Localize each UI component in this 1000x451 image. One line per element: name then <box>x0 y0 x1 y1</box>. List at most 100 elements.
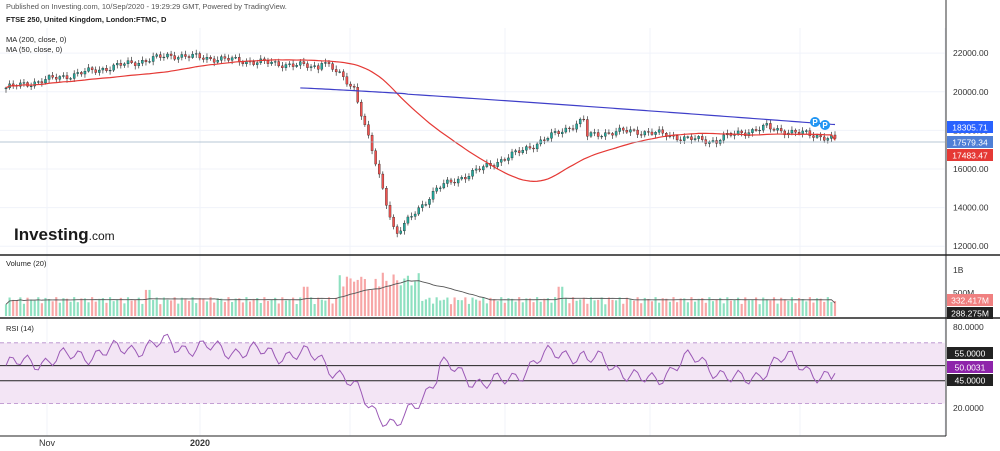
candle-body <box>564 127 568 133</box>
candle-body <box>349 83 352 87</box>
volume-bar <box>643 297 646 316</box>
price-tick-label: 20000.00 <box>953 87 989 97</box>
candle-body <box>166 53 169 58</box>
volume-bar <box>701 298 704 316</box>
volume-bar <box>744 297 747 316</box>
ma50-line <box>5 59 836 183</box>
volume-bar <box>144 289 148 316</box>
volume-tick-500m: 500M <box>953 288 974 298</box>
volume-bar <box>439 300 442 316</box>
candle-body <box>187 56 191 58</box>
candle-body <box>765 123 769 126</box>
candle-body <box>431 191 435 200</box>
volume-bar <box>582 297 585 316</box>
candle-body <box>266 60 270 64</box>
candle-body <box>90 67 94 70</box>
candle-body <box>819 135 822 138</box>
volume-bar <box>783 299 786 316</box>
ma200-line <box>300 87 836 126</box>
volume-bar <box>554 297 557 316</box>
volume-bar <box>776 303 779 316</box>
candle-body <box>754 129 758 131</box>
candle-body <box>173 55 176 60</box>
candle-body <box>123 63 126 66</box>
candle-body <box>690 136 693 140</box>
volume-bar <box>600 297 603 316</box>
volume-bar <box>152 300 155 316</box>
candle-body <box>772 128 776 131</box>
candle-body <box>395 226 399 234</box>
volume-bar <box>586 303 589 316</box>
candle-body <box>561 131 564 135</box>
volume-bar <box>722 303 725 316</box>
volume-ma-value-label: 288.275M <box>947 307 993 319</box>
candle-body <box>826 138 830 141</box>
p-marker[interactable]: P <box>810 117 820 127</box>
volume-bar <box>62 298 65 316</box>
candle-body <box>510 151 514 159</box>
candle-body <box>281 65 284 68</box>
volume-bar <box>704 302 707 316</box>
volume-bar <box>536 297 539 316</box>
volume-bar <box>37 297 40 316</box>
candle-body <box>578 118 582 125</box>
candle-body <box>108 70 112 72</box>
candle-body <box>500 159 503 163</box>
candle-body <box>169 53 173 56</box>
candle-body <box>155 54 158 57</box>
volume-bar <box>202 298 205 316</box>
volume-bar <box>629 299 632 316</box>
volume-bar <box>281 297 284 316</box>
candle-body <box>392 216 395 227</box>
candle-body <box>295 65 298 67</box>
candle-body <box>202 57 205 60</box>
candle-body <box>284 64 288 68</box>
volume-bar <box>73 297 76 316</box>
volume-bar <box>220 298 223 316</box>
volume-bar <box>123 303 126 316</box>
volume-bar <box>808 297 811 316</box>
candle-body <box>101 68 105 71</box>
volume-bar <box>747 300 750 316</box>
volume-bar <box>184 299 187 316</box>
ma200-label: MA (200, close, 0) <box>6 35 67 44</box>
volume-bar <box>292 297 295 316</box>
investing-logo: Investing.com <box>14 225 115 244</box>
candle-body <box>334 69 338 73</box>
candle-body <box>270 61 273 64</box>
rsi-value-label: 50.0031 <box>947 361 993 373</box>
candle-body <box>316 65 320 70</box>
volume-bar <box>758 304 761 316</box>
volume-bar <box>266 301 270 316</box>
p-marker[interactable]: P <box>820 120 830 130</box>
volume-bar <box>320 299 323 316</box>
candle-body <box>144 60 148 63</box>
volume-bar <box>417 273 420 316</box>
candle-body <box>72 73 76 79</box>
volume-bar <box>589 297 593 316</box>
volume-bar <box>801 299 804 316</box>
candle-body <box>797 132 801 134</box>
svg-text:18305.71: 18305.71 <box>952 123 988 133</box>
candle-body <box>209 57 212 60</box>
candle-body <box>507 157 510 161</box>
last-price-label: 17579.34 <box>947 136 993 148</box>
volume-bar <box>833 301 837 316</box>
volume-bar <box>335 297 338 316</box>
candle-body <box>367 124 370 136</box>
candle-body <box>216 60 219 63</box>
candle-body <box>291 63 295 67</box>
candle-body <box>543 139 546 141</box>
candle-body <box>212 58 216 63</box>
volume-bar <box>374 278 377 316</box>
volume-bar <box>83 298 87 316</box>
volume-bar <box>76 302 79 316</box>
volume-title: Volume (20) <box>6 259 47 268</box>
volume-bar <box>737 297 740 316</box>
volume-bar <box>98 298 101 316</box>
volume-bar <box>715 299 718 316</box>
candle-body <box>650 131 654 135</box>
candle-body <box>517 150 521 153</box>
volume-bar <box>166 299 169 316</box>
